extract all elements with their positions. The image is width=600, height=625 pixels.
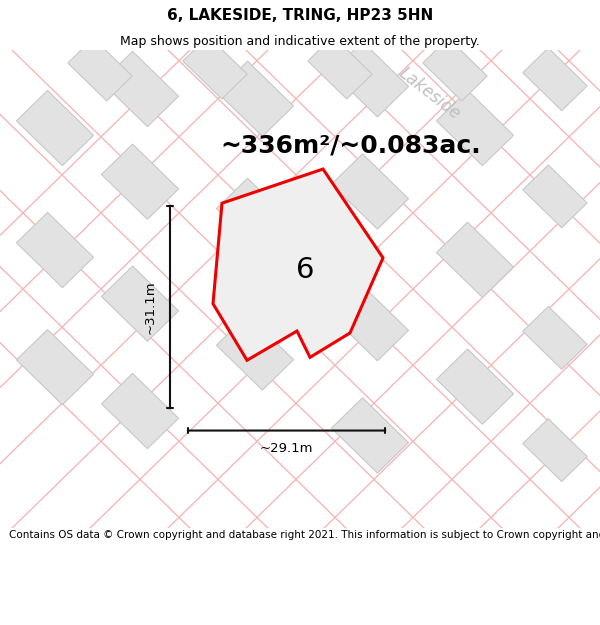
Polygon shape	[308, 36, 372, 99]
Polygon shape	[101, 266, 179, 341]
Polygon shape	[217, 178, 293, 254]
Text: Lakeside: Lakeside	[395, 64, 464, 124]
Polygon shape	[16, 329, 94, 405]
Polygon shape	[523, 306, 587, 369]
Polygon shape	[183, 36, 247, 99]
Polygon shape	[331, 286, 409, 361]
Polygon shape	[331, 42, 409, 117]
Polygon shape	[16, 91, 94, 166]
Polygon shape	[423, 38, 487, 101]
Text: ~31.1m: ~31.1m	[143, 280, 157, 334]
Polygon shape	[101, 144, 179, 219]
Polygon shape	[68, 38, 132, 101]
Text: 6, LAKESIDE, TRING, HP23 5HN: 6, LAKESIDE, TRING, HP23 5HN	[167, 8, 433, 22]
Polygon shape	[213, 169, 383, 360]
Text: Map shows position and indicative extent of the property.: Map shows position and indicative extent…	[120, 34, 480, 48]
Polygon shape	[217, 61, 293, 136]
Polygon shape	[436, 91, 514, 166]
Polygon shape	[16, 213, 94, 288]
Polygon shape	[101, 373, 179, 449]
Polygon shape	[217, 315, 293, 390]
Polygon shape	[523, 419, 587, 481]
Polygon shape	[331, 398, 409, 473]
Polygon shape	[436, 222, 514, 298]
Polygon shape	[436, 349, 514, 424]
Text: ~29.1m: ~29.1m	[260, 442, 313, 454]
Text: Contains OS data © Crown copyright and database right 2021. This information is : Contains OS data © Crown copyright and d…	[9, 530, 600, 540]
Text: ~336m²/~0.083ac.: ~336m²/~0.083ac.	[220, 134, 481, 158]
Text: 6: 6	[296, 256, 314, 284]
Polygon shape	[331, 154, 409, 229]
Polygon shape	[523, 165, 587, 228]
Polygon shape	[523, 48, 587, 111]
Polygon shape	[101, 51, 179, 127]
